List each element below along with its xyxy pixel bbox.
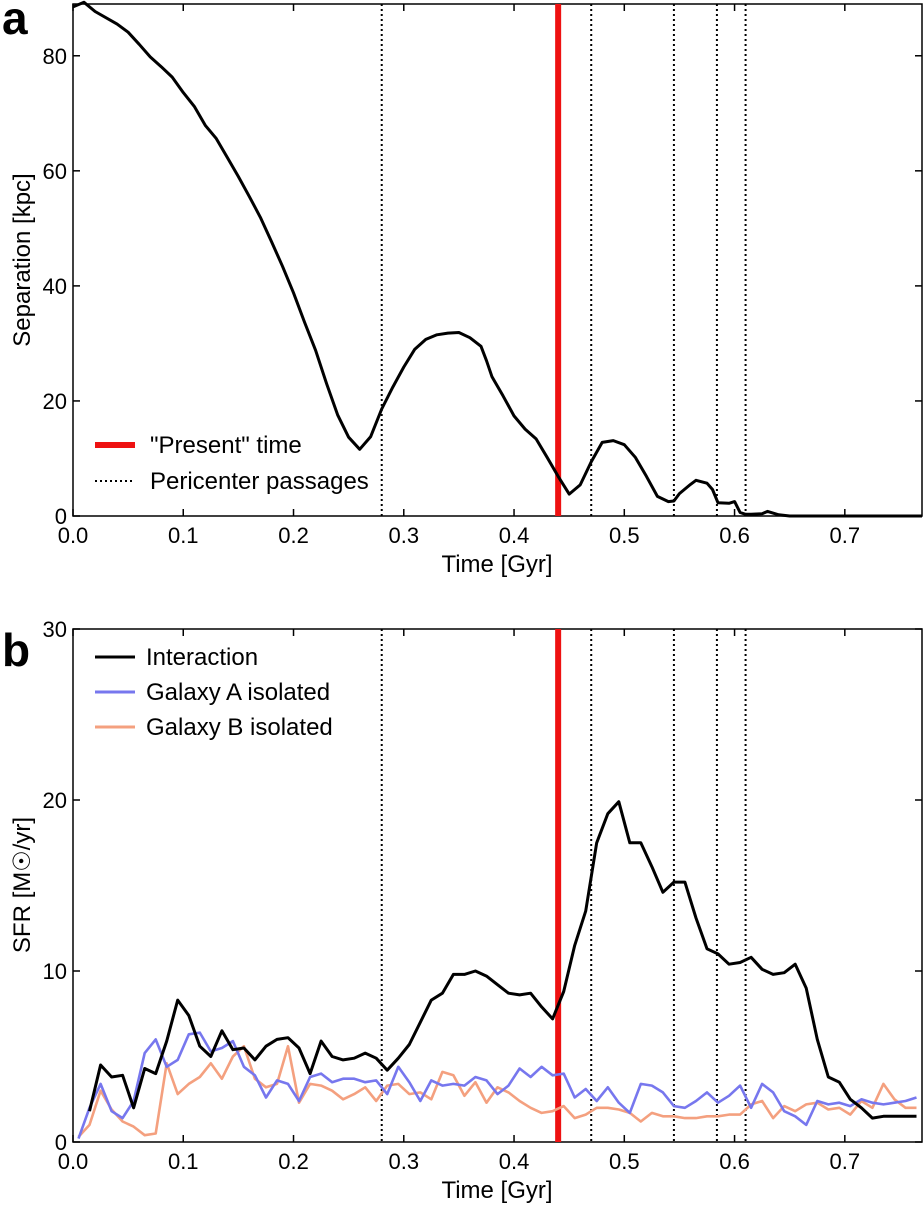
y-tick-label: 80 (43, 44, 67, 69)
y-tick-label: 30 (43, 617, 67, 642)
series-galaxy-b-isolated (77, 1044, 917, 1138)
legend-pericenter-label: Pericenter passages (150, 468, 369, 495)
x-tick-label: 0.1 (168, 1149, 199, 1174)
x-tick-label: 0.5 (609, 523, 640, 548)
panel-a-frame (72, 3, 923, 517)
panel-b-legend: Interaction Galaxy A isolated Galaxy B i… (95, 644, 333, 741)
x-tick-label: 0.3 (388, 523, 419, 548)
x-tick-label: 0.4 (499, 523, 530, 548)
series-separation (72, 0, 922, 518)
x-tick-label: 0.5 (609, 1149, 640, 1174)
panel-b-ticks: 0.0 0.1 0.2 0.3 0.4 0.5 0.6 0.7 0 10 20 30 (43, 617, 922, 1174)
x-tick-label: 0.3 (388, 1149, 419, 1174)
panel-b-series (77, 800, 917, 1140)
legend-galaxy-a-label: Galaxy A isolated (146, 679, 330, 706)
y-tick-label: 10 (43, 959, 67, 984)
panel-b: b 0.0 0.1 0.2 0.3 0.4 0.5 0.6 0.7 0 10 20 30 Time [… (2, 617, 923, 1204)
x-tick-label: 0.0 (58, 523, 89, 548)
panel-a-ticks: 0.0 0.1 0.2 0.3 0.4 0.5 0.6 0.7 0 20 40 60 80 (43, 4, 922, 548)
legend-present-label: "Present" time (150, 432, 302, 459)
x-tick-label: 0.2 (278, 523, 309, 548)
y-tick-label: 40 (43, 274, 67, 299)
x-tick-label: 0.4 (499, 1149, 530, 1174)
panel-b-pericenter-lines (380, 629, 747, 1142)
panel-a-pericenter-lines (380, 4, 747, 516)
panel-a-series (72, 0, 922, 518)
panel-a-xlabel: Time [Gyr] (441, 551, 552, 578)
legend-interaction-label: Interaction (146, 644, 258, 671)
panel-b-letter: b (2, 624, 30, 676)
y-tick-label: 20 (43, 788, 67, 813)
panel-b-frame (72, 628, 923, 1143)
legend-galaxy-b-label: Galaxy B isolated (146, 714, 333, 741)
panel-b-ylabel: SFR [M☉/yr] (9, 817, 36, 953)
x-tick-label: 0.0 (58, 1149, 89, 1174)
y-tick-label: 60 (43, 159, 67, 184)
y-tick-label: 0 (55, 1130, 67, 1155)
y-tick-label: 20 (43, 389, 67, 414)
x-tick-label: 0.7 (830, 1149, 861, 1174)
x-tick-label: 0.6 (719, 523, 750, 548)
x-tick-label: 0.7 (830, 523, 861, 548)
panel-b-xlabel: Time [Gyr] (441, 1177, 552, 1204)
x-tick-label: 0.1 (168, 523, 199, 548)
panel-a-letter: a (2, 0, 28, 44)
x-tick-label: 0.2 (278, 1149, 309, 1174)
panel-a-ylabel: Separation [kpc] (9, 173, 36, 346)
y-tick-label: 0 (55, 504, 67, 529)
series-galaxy-a-isolated (77, 1031, 917, 1140)
x-tick-label: 0.6 (719, 1149, 750, 1174)
panel-a-legend: "Present" time Pericenter passages (95, 432, 369, 495)
series-interaction (88, 800, 917, 1120)
panel-a: a 0.0 0.1 0.2 0.3 0.4 0.5 0.6 0.7 0 20 40 60 80 Time… (2, 0, 923, 578)
